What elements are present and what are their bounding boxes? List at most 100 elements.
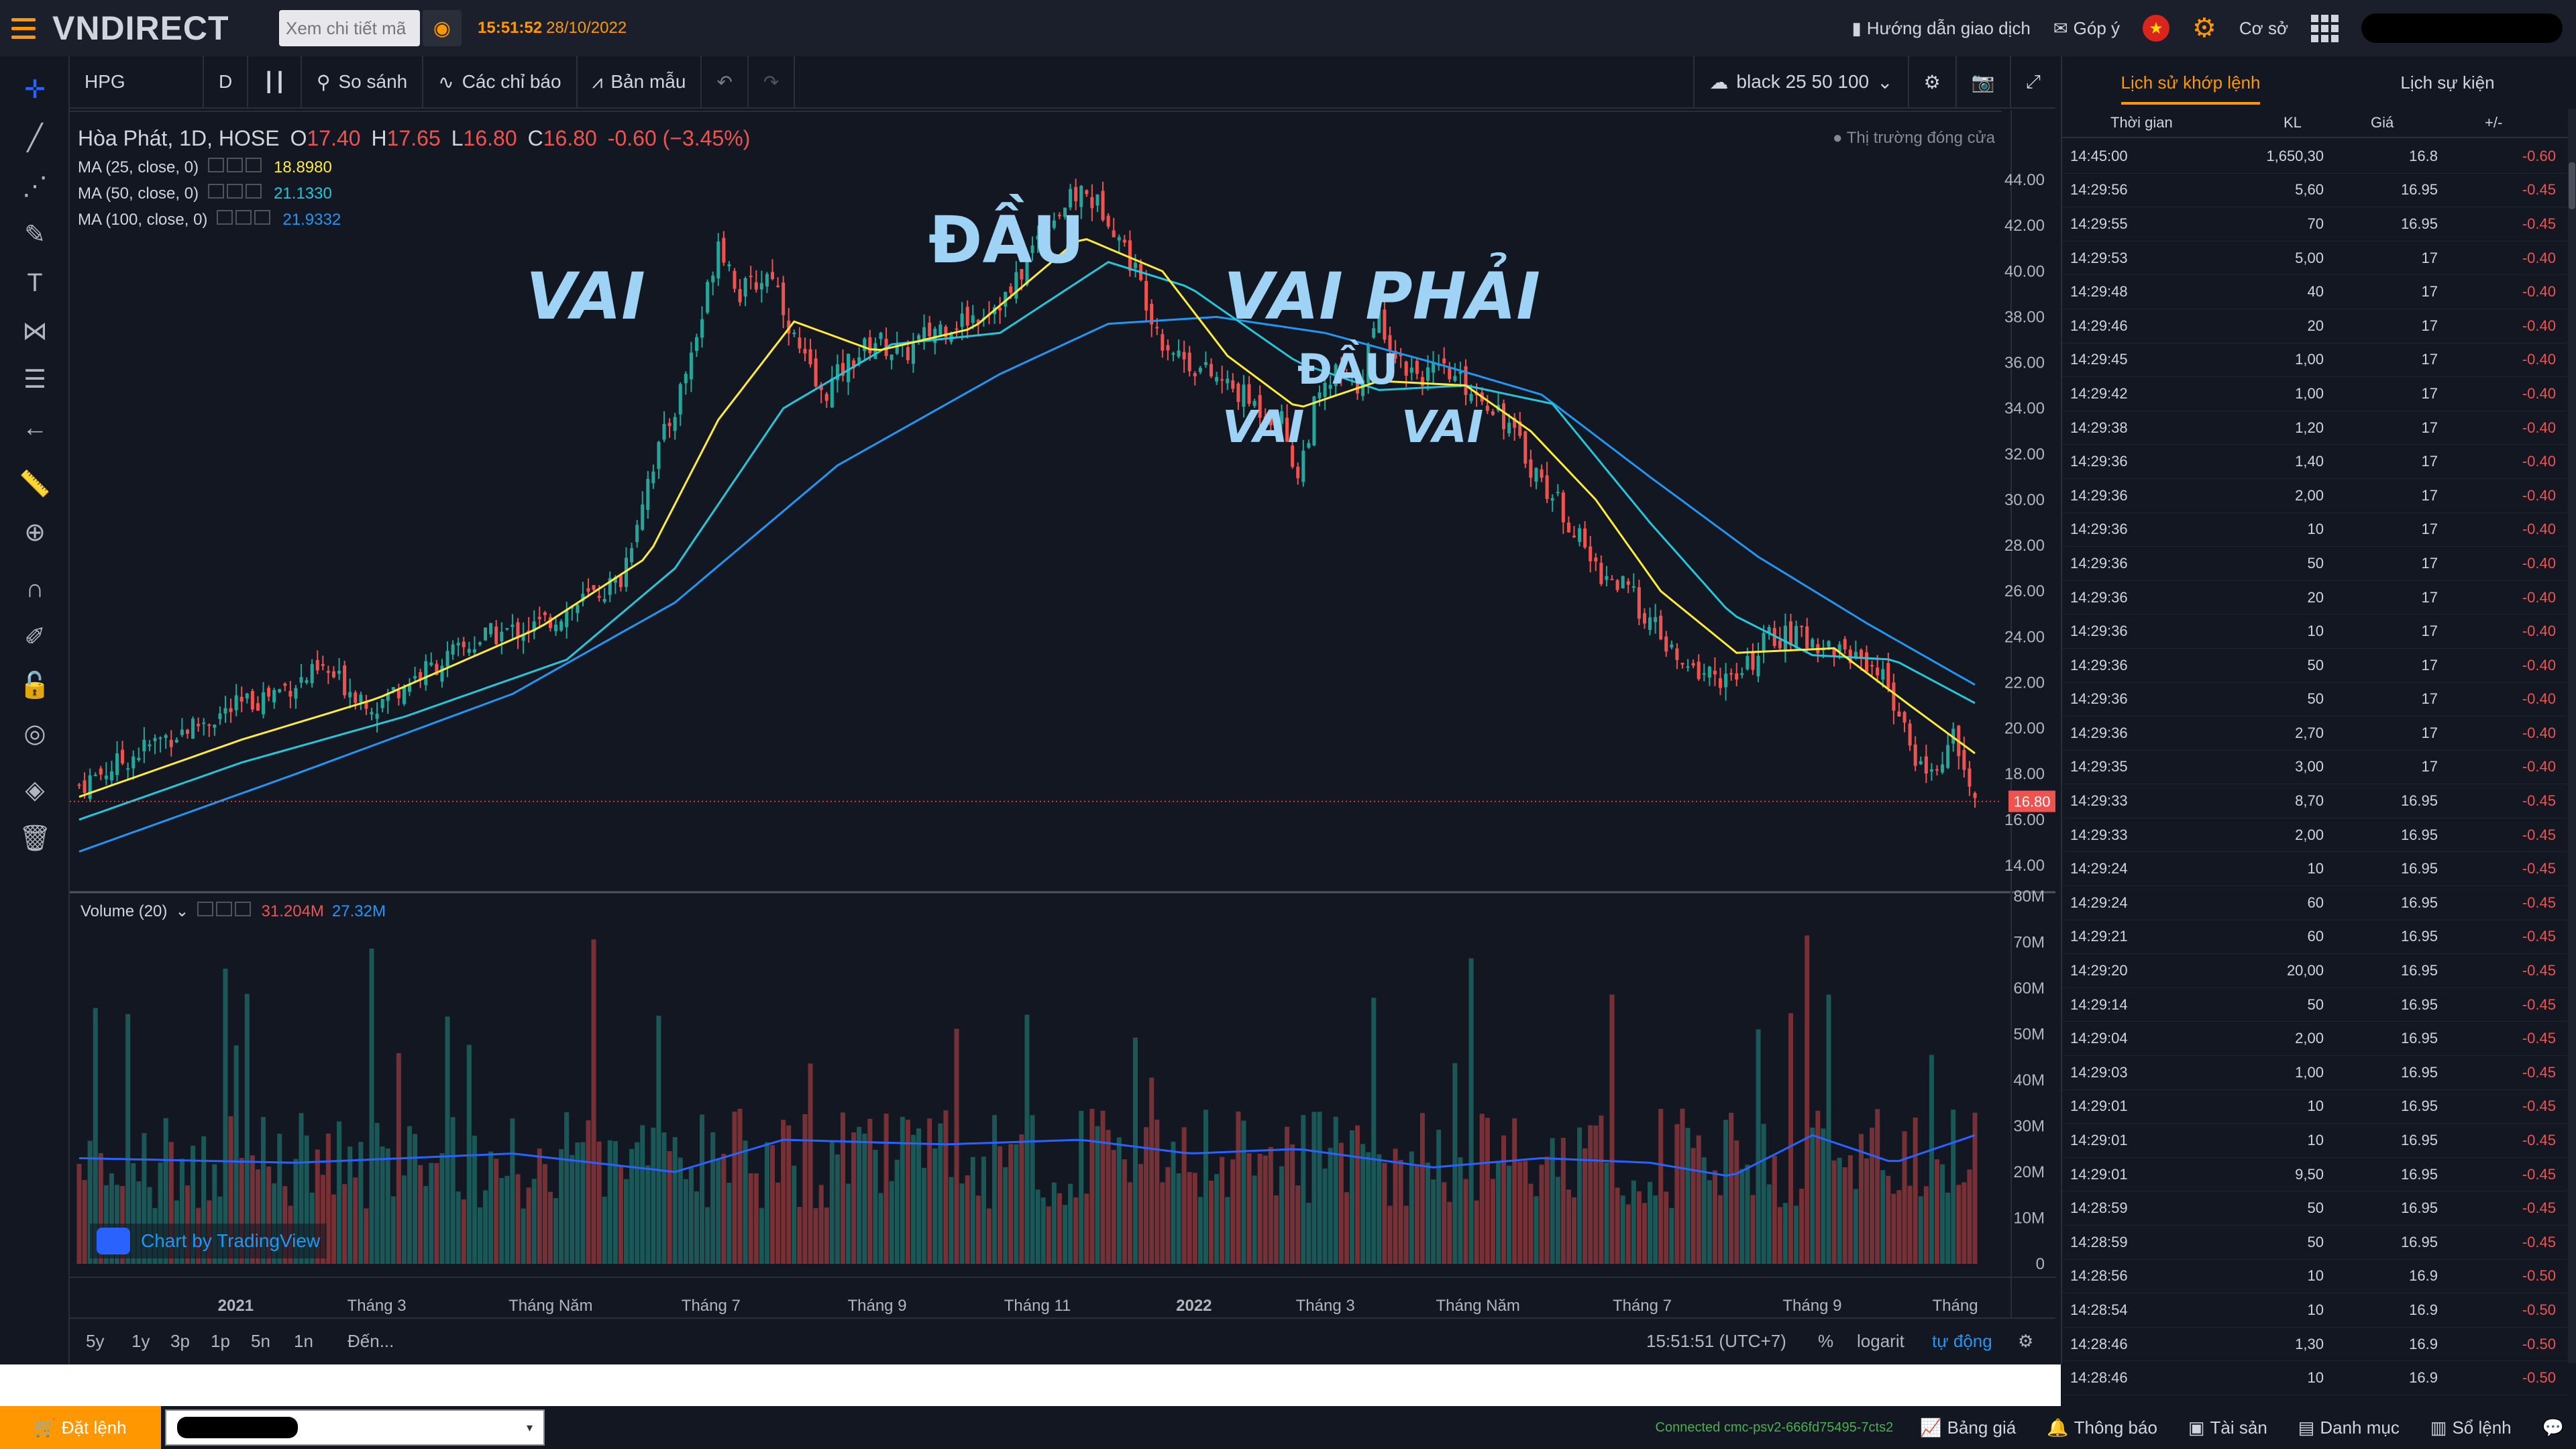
volume-bar: [1826, 994, 1831, 1264]
footer-price-board[interactable]: 📈 Bảng giá: [1920, 1417, 2017, 1438]
ma50-legend[interactable]: MA (50, close, 0) 21.1330: [78, 184, 332, 203]
account-select[interactable]: ▾: [165, 1409, 545, 1446]
table-cell: -0.50: [2522, 1369, 2556, 1387]
volume-bar: [380, 1146, 385, 1264]
range-1n[interactable]: 1n: [294, 1331, 313, 1351]
goto-date-button[interactable]: Đến...: [347, 1331, 394, 1351]
place-order-button[interactable]: 🛒 Đặt lệnh: [0, 1406, 161, 1449]
chart-settings-icon[interactable]: ⚙: [1909, 56, 1957, 108]
candle-type-icon[interactable]: ┃┃: [248, 56, 302, 108]
footer-notifications[interactable]: 🔔 Thông báo: [2047, 1417, 2157, 1438]
symbol-title[interactable]: Hòa Phát, 1D, HOSE: [78, 126, 280, 150]
range-1y[interactable]: 1y: [131, 1331, 150, 1351]
eye-visibility-icon[interactable]: ◎: [23, 720, 46, 748]
table-cell: 10: [2307, 623, 2324, 640]
range-5y[interactable]: 5y: [86, 1331, 105, 1351]
undo-icon[interactable]: ↶: [702, 56, 749, 108]
candle: [1069, 189, 1073, 208]
price-chart[interactable]: 44.00 42.00 40.00 38.00 36.00 34.00 32.00 30.00…: [70, 110, 2055, 1364]
volume-ma-line: [78, 1134, 1976, 1177]
volume-bar: [1220, 1157, 1225, 1264]
apps-grid-icon[interactable]: [2311, 14, 2339, 42]
redo-icon[interactable]: ↷: [749, 56, 796, 108]
back-arrow-icon[interactable]: ←: [22, 414, 48, 442]
footer-order-book[interactable]: ▥ Sổ lệnh: [2430, 1417, 2512, 1438]
tab-trade-history[interactable]: Lịch sử khớp lệnh: [2062, 56, 2319, 109]
log-toggle[interactable]: logarit: [1857, 1331, 1904, 1351]
candle: [651, 471, 655, 484]
interval-button[interactable]: D: [204, 56, 249, 108]
candle: [267, 688, 271, 697]
chat-icon[interactable]: 💬: [2542, 1417, 2564, 1438]
layers-icon[interactable]: ◈: [25, 776, 45, 804]
ma100-legend[interactable]: MA (100, close, 0) 21.9332: [78, 210, 341, 229]
brush-icon[interactable]: ✎: [24, 221, 46, 249]
vietnam-flag-icon[interactable]: ★: [2143, 15, 2170, 42]
candle: [857, 357, 861, 363]
text-icon[interactable]: T: [27, 269, 43, 297]
candle: [88, 775, 92, 799]
range-1p[interactable]: 1p: [211, 1331, 230, 1351]
indicators-button[interactable]: ∿ Các chỉ báo: [423, 56, 578, 108]
chart-area[interactable]: 44.00 42.00 40.00 38.00 36.00 34.00 32.00 30.00…: [70, 110, 2055, 1364]
candle: [1572, 535, 1576, 537]
range-5n[interactable]: 5n: [251, 1331, 270, 1351]
guide-link[interactable]: ▮ Hướng dẫn giao dịch: [1851, 17, 2031, 38]
volume-bar: [1371, 998, 1377, 1264]
theme-select[interactable]: ☁ black 25 50 100 ⌄: [1693, 56, 1909, 108]
measure-icon[interactable]: ☰: [23, 366, 47, 394]
ruler-icon[interactable]: 📏: [19, 470, 51, 498]
lock-icon[interactable]: 🔓: [19, 672, 51, 700]
candle: [602, 598, 606, 602]
candle: [1079, 186, 1083, 207]
folder-icon: ▤: [2298, 1417, 2315, 1438]
candle: [1827, 641, 1831, 647]
lock-drawing-icon[interactable]: ✐: [24, 623, 46, 651]
table-cell: 17: [2421, 249, 2438, 266]
camera-icon[interactable]: 📷: [1957, 56, 2011, 108]
search-input[interactable]: [279, 10, 420, 46]
settings-icon[interactable]: ⚙: [2192, 13, 2216, 43]
volume-bar: [98, 1152, 103, 1264]
zoom-in-icon[interactable]: ⊕: [24, 519, 46, 547]
feedback-link[interactable]: ✉ Góp ý: [2053, 17, 2121, 38]
timezone-clock[interactable]: 15:51:51 (UTC+7): [1646, 1331, 1786, 1351]
volume-legend[interactable]: Volume (20) ⌄ 31.204M 27.32M: [80, 902, 386, 920]
pitchfork-icon[interactable]: ⋰: [22, 172, 48, 201]
compare-button[interactable]: ⚲ So sánh: [302, 56, 424, 108]
volume-bar: [1127, 1182, 1132, 1264]
footer-portfolio[interactable]: ▤ Danh mục: [2298, 1417, 2400, 1438]
volume-bar: [374, 1122, 380, 1264]
volume-bar: [1815, 1110, 1821, 1264]
trash-icon[interactable]: 🗑: [19, 824, 52, 853]
template-button[interactable]: ⩘ Bản mẫu: [578, 56, 702, 108]
trades-scrollbar[interactable]: [2568, 109, 2576, 1363]
volume-bar: [1712, 1170, 1717, 1264]
price-tick-label: 18.00: [2004, 765, 2045, 784]
mode-select[interactable]: Cơ sở: [2239, 17, 2288, 38]
fullscreen-icon[interactable]: ⤢: [2025, 70, 2041, 92]
volume-bar: [131, 1163, 136, 1264]
trend-line-icon[interactable]: ╱: [27, 124, 43, 152]
candle: [202, 722, 206, 724]
table-cell: 16.95: [2400, 792, 2438, 810]
crosshair-icon[interactable]: ✛: [24, 76, 46, 104]
ma25-legend[interactable]: MA (25, close, 0) 18.8980: [78, 158, 332, 176]
candle: [1025, 256, 1029, 285]
footer-assets[interactable]: ▣ Tài sản: [2188, 1417, 2267, 1438]
pattern-icon[interactable]: ⋈: [22, 317, 48, 345]
tradingview-badge[interactable]: Chart by TradingView: [90, 1224, 327, 1258]
user-account[interactable]: [2361, 13, 2563, 43]
symbol-input[interactable]: HPG: [70, 56, 204, 108]
percent-toggle[interactable]: %: [1818, 1331, 1834, 1351]
auto-toggle[interactable]: tự động: [1932, 1331, 1992, 1351]
range-3p[interactable]: 3p: [170, 1331, 190, 1351]
eye-icon[interactable]: ◉: [423, 10, 462, 46]
table-cell: 17: [2421, 486, 2438, 504]
menu-icon[interactable]: [0, 0, 47, 56]
table-row: 14:29:24 10 16.95 -0.45: [2062, 852, 2569, 887]
candle: [868, 337, 872, 354]
magnet-icon[interactable]: ∩: [25, 575, 44, 603]
tab-events[interactable]: Lịch sự kiện: [2400, 72, 2495, 93]
scale-settings-icon[interactable]: ⚙: [2018, 1331, 2034, 1351]
